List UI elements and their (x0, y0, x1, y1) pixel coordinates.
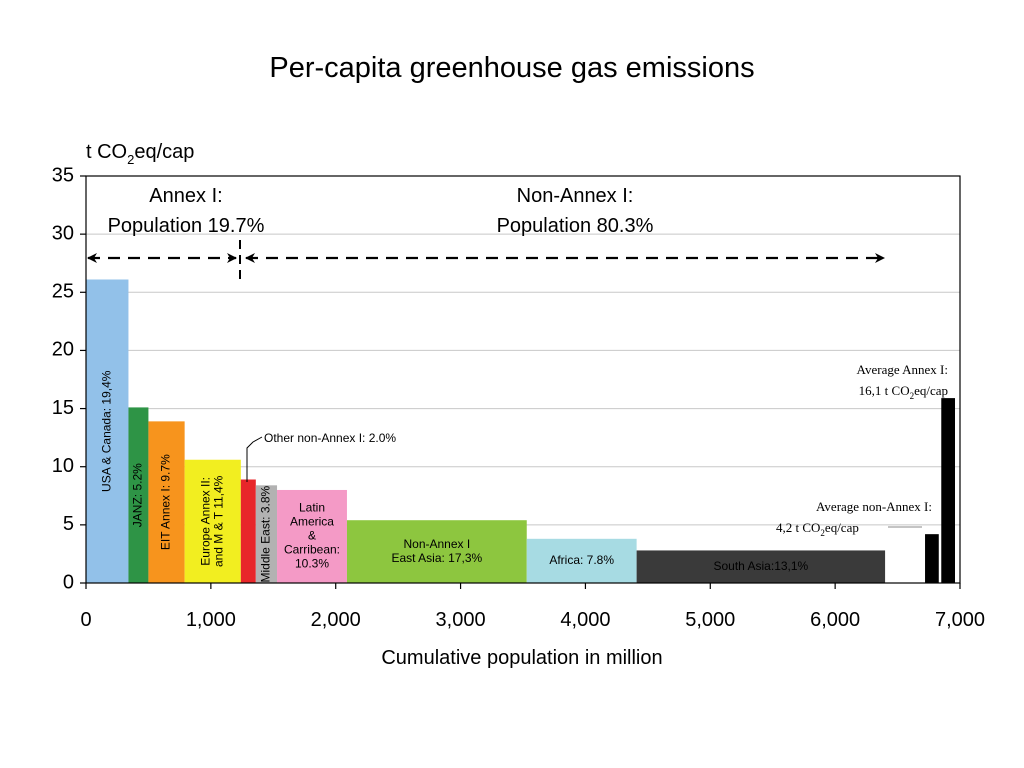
bar (636, 550, 886, 583)
bar-label: EIT Annex I: 9.7% (159, 454, 173, 550)
bar-label: South Asia:13,1% (713, 559, 808, 573)
bar-label: Carribean: (284, 543, 340, 557)
bar-label: JANZ: 5.2% (131, 463, 145, 527)
average-bar (925, 534, 939, 583)
y-tick-label: 25 (52, 281, 74, 303)
annex-label-line1: Annex I: (149, 185, 222, 207)
avg-annex-line2-a: 16,1 t CO (859, 383, 910, 398)
bar-label: East Asia: 17,3% (391, 551, 482, 565)
y-axis-label-sub: 2 (127, 152, 134, 167)
bar-label: & (308, 529, 316, 543)
x-axis-label: Cumulative population in million (381, 647, 662, 669)
bar-label: America (290, 515, 334, 529)
avg-non-annex-line2-b: eq/cap (825, 520, 859, 535)
y-tick-label: 0 (63, 571, 74, 593)
y-tick-label: 15 (52, 397, 74, 419)
bar (526, 538, 637, 583)
avg-non-annex-line1: Average non-Annex I: (816, 499, 932, 514)
other-non-annex-label: Other non-Annex I: 2.0% (264, 431, 396, 445)
avg-annex-line2-sub: 2 (910, 391, 915, 401)
bar-label: Non-Annex I (403, 537, 470, 551)
bar (346, 520, 527, 583)
population-arrows (87, 240, 885, 282)
x-tick-label: 6,000 (810, 609, 860, 631)
x-tick-label: 1,000 (186, 609, 236, 631)
x-tick-label: 3,000 (436, 609, 486, 631)
bar-label: Europe Annex II: (198, 477, 212, 566)
y-tick-label: 20 (52, 339, 74, 361)
y-tick-label: 30 (52, 222, 74, 244)
bar-label: USA & Canada: 19,4% (99, 370, 113, 492)
bar-label: Latin (299, 501, 325, 515)
bar (148, 421, 185, 583)
y-tick-label: 10 (52, 455, 74, 477)
bar-label: 10.3% (295, 557, 329, 571)
avg-non-annex-line2-sub: 2 (820, 528, 825, 538)
bar (255, 485, 278, 583)
x-tick-label: 4,000 (560, 609, 610, 631)
annex-label-line2: Population 19.7% (108, 215, 265, 237)
bar (86, 279, 129, 583)
non-annex-label-line2: Population 80.3% (497, 215, 654, 237)
avg-annex-line2: 16,1 t CO2eq/cap (859, 383, 948, 401)
bar (277, 489, 347, 583)
bar-label: and M & T 11,4% (211, 475, 225, 567)
avg-non-annex-line2: 4,2 t CO2eq/cap (776, 520, 859, 538)
x-tick-label: 5,000 (685, 609, 735, 631)
y-axis-label-main: t CO (86, 141, 127, 163)
y-tick-label: 35 (52, 164, 74, 186)
y-tick-label: 5 (63, 513, 74, 535)
avg-non-annex-line2-a: 4,2 t CO (776, 520, 820, 535)
avg-annex-line1: Average Annex I: (857, 362, 948, 377)
bars (86, 279, 886, 583)
average-bars (925, 398, 956, 583)
non-annex-label-line1: Non-Annex I: (517, 185, 634, 207)
slide-title: Per-capita greenhouse gas emissions (269, 52, 755, 84)
y-axis-label-tail: eq/cap (134, 141, 194, 163)
bar-label: Africa: 7.8% (549, 553, 614, 567)
bar-label: Middle East: 3.8% (259, 485, 273, 582)
average-bar (941, 398, 956, 583)
axes: 0 5 10 15 20 25 30 35 0 1,000 2,000 3,000 4,000 5,000… (52, 164, 985, 631)
x-tick-label: 2,000 (311, 609, 361, 631)
y-axis-label: t CO2eq/cap (86, 141, 194, 167)
bar (128, 407, 149, 583)
avg-annex-line2-b: eq/cap (914, 383, 948, 398)
x-tick-label: 7,000 (935, 609, 985, 631)
other-non-annex-leader (246, 436, 263, 482)
plot-frame (85, 175, 961, 584)
bar (240, 479, 256, 583)
bar (184, 459, 241, 583)
bar-labels: USA & Canada: 19,4% JANZ: 5.2% EIT Annex I… (99, 370, 808, 582)
x-tick-label: 0 (80, 609, 91, 631)
